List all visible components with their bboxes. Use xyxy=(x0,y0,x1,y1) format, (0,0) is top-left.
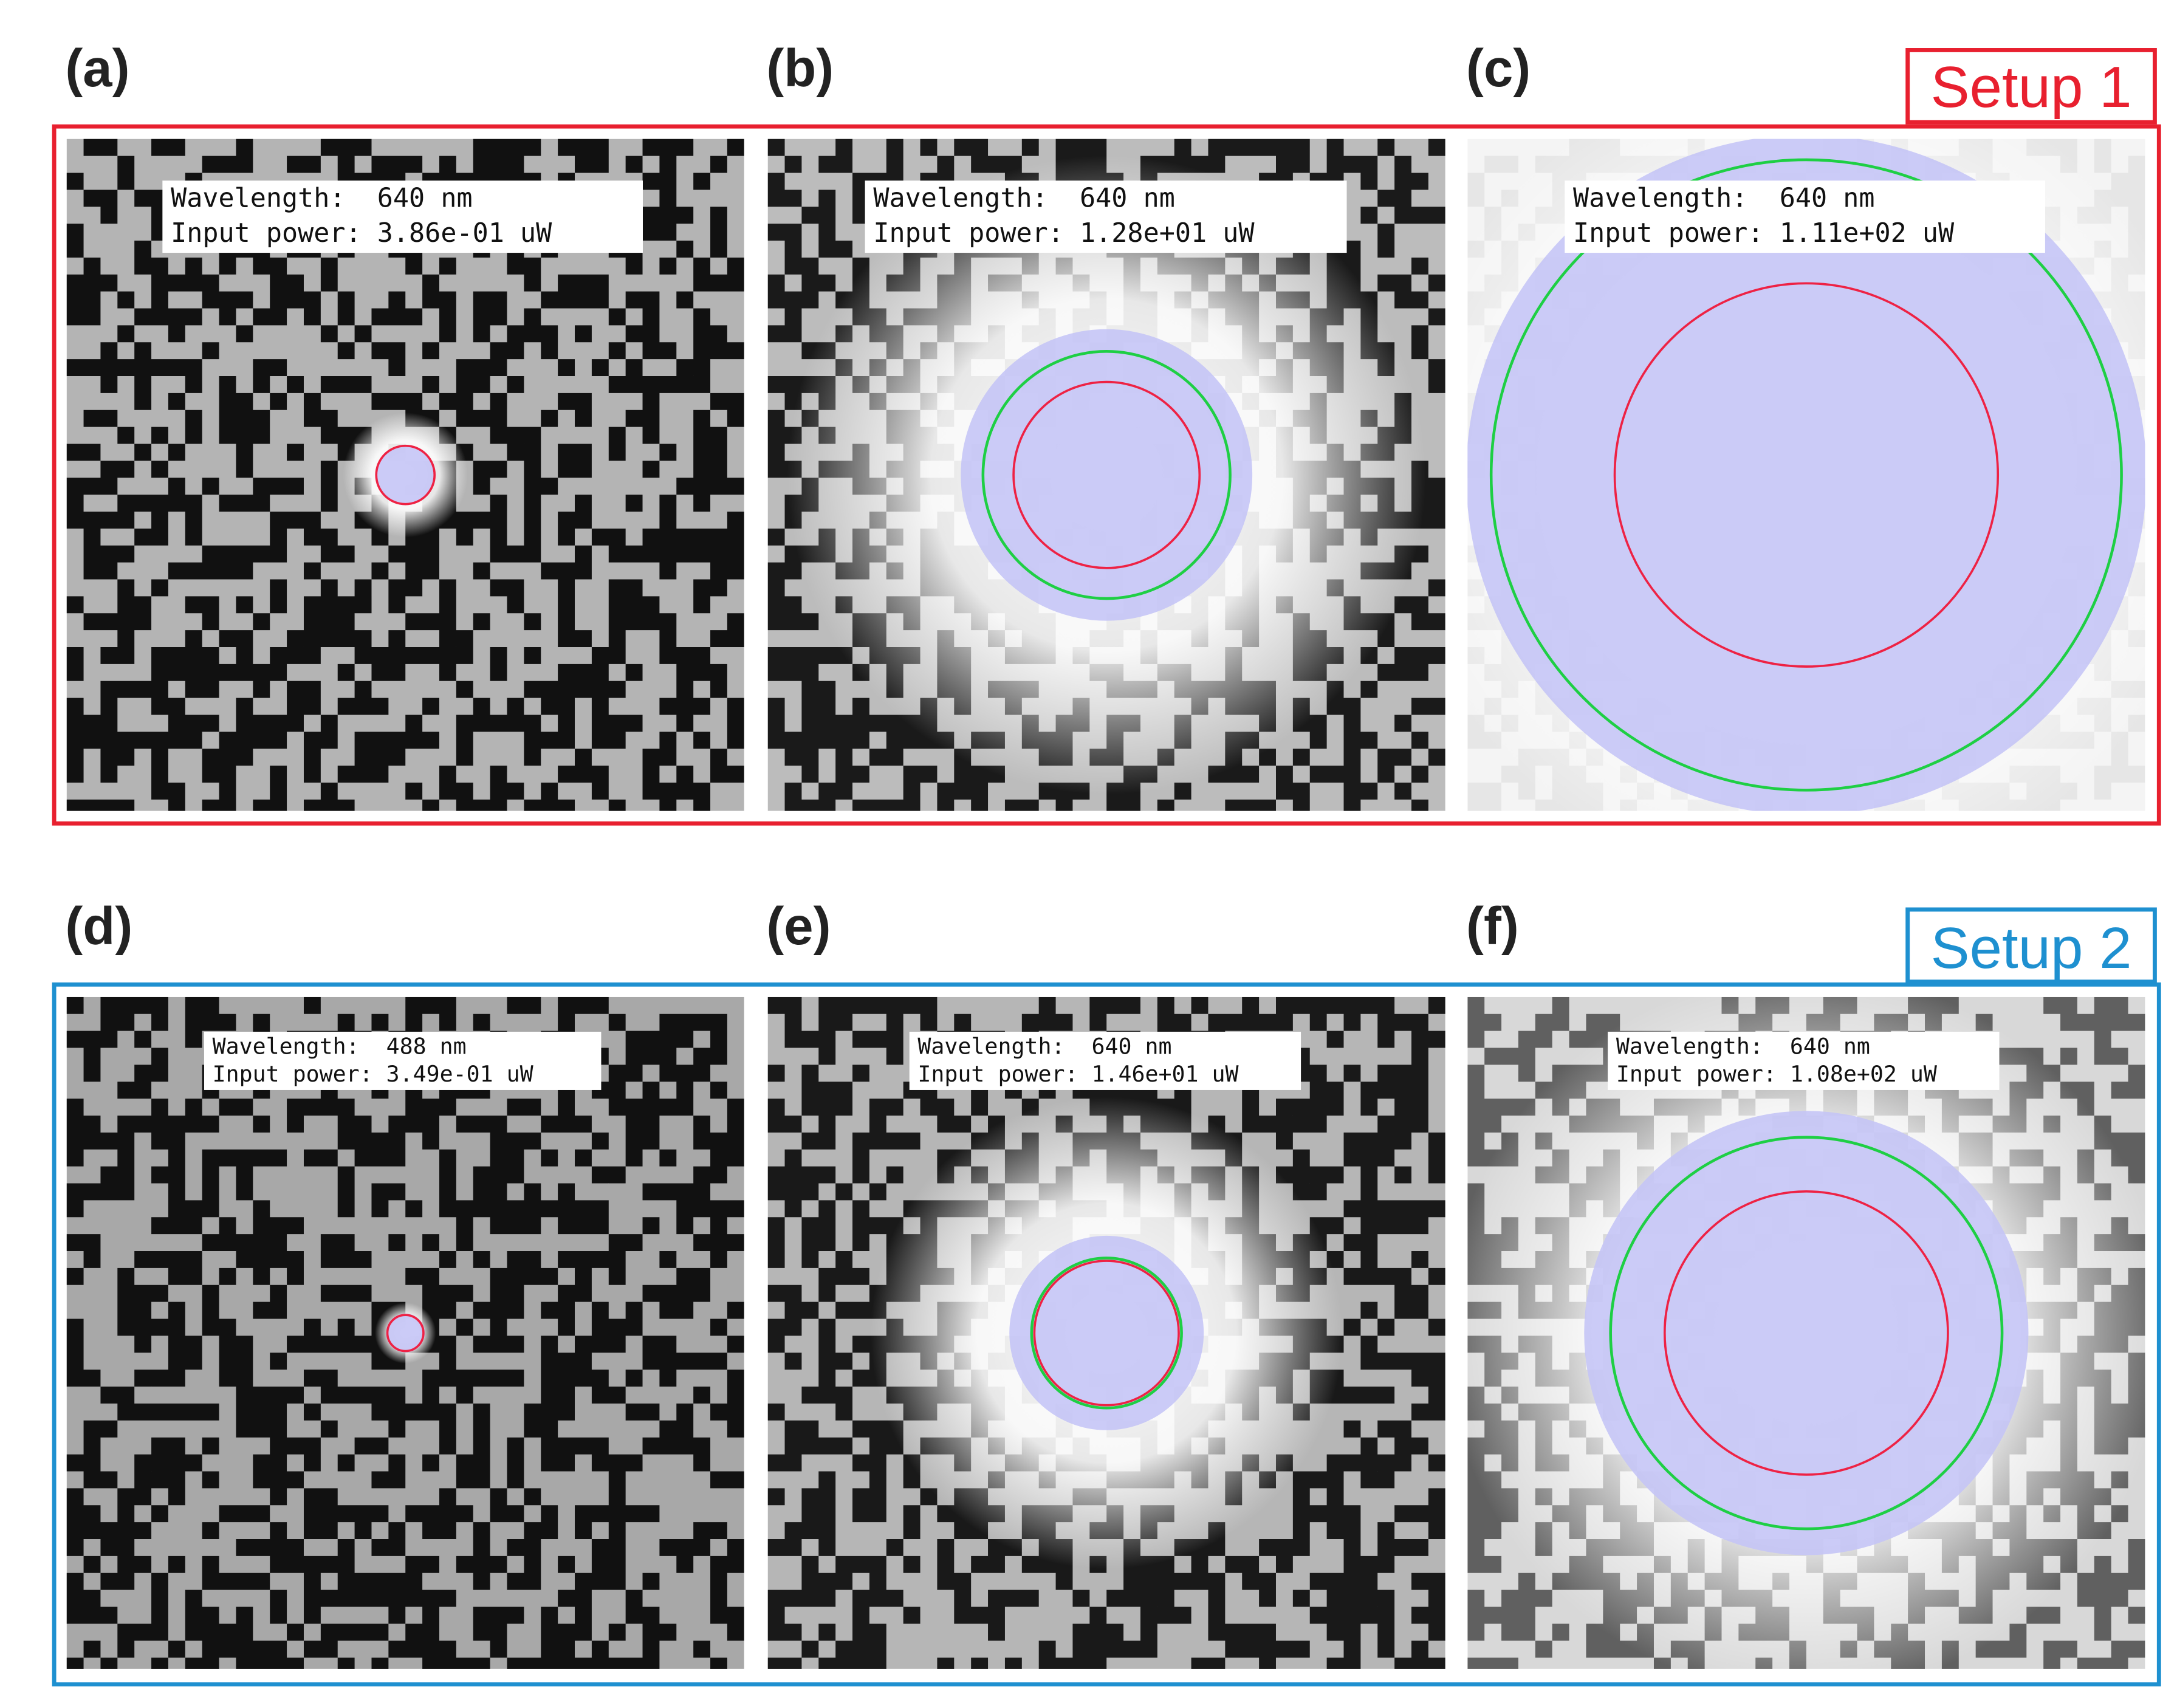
red-circle xyxy=(1012,380,1201,569)
panel-label: (e) xyxy=(766,897,831,956)
power-text: Input power: 1.46e+01 uW xyxy=(917,1061,1238,1087)
panel-label: (a) xyxy=(65,39,129,98)
red-circle xyxy=(1613,282,2000,668)
wavelength-text: Wavelength: 640 nm xyxy=(171,183,473,214)
panel-image: Wavelength: 640 nm Input power: 1.11e+02 … xyxy=(1467,139,2145,811)
info-box xyxy=(909,1031,1301,1090)
red-circle xyxy=(375,444,436,506)
power-text: Input power: 3.86e-01 uW xyxy=(171,218,552,249)
info-box xyxy=(1565,180,2045,253)
blue-region xyxy=(1467,139,2145,811)
info-box xyxy=(1608,1031,2000,1090)
setup-label-box xyxy=(1905,907,2157,984)
setup-frame xyxy=(52,982,2161,1687)
setup-label: Setup 1 xyxy=(1931,55,2132,120)
wavelength-text: Wavelength: 640 nm xyxy=(1616,1034,1870,1060)
setup-label: Setup 2 xyxy=(1931,916,2132,981)
red-circle xyxy=(386,1314,425,1353)
green-circle xyxy=(1609,1136,2004,1531)
red-circle xyxy=(1663,1190,1949,1476)
wavelength-text: Wavelength: 640 nm xyxy=(873,183,1175,214)
power-text: Input power: 1.11e+02 uW xyxy=(1573,218,1955,249)
panel-label: (b) xyxy=(766,39,834,98)
panel-label: (f) xyxy=(1466,897,1519,956)
panel-label: (c) xyxy=(1466,39,1531,98)
power-text: Input power: 1.08e+02 uW xyxy=(1616,1061,1937,1087)
green-circle xyxy=(981,350,1232,600)
info-box xyxy=(865,180,1347,253)
panel-image: Wavelength: 640 nm Input power: 3.86e-01 … xyxy=(66,139,744,811)
blue-region xyxy=(1009,1235,1204,1430)
setup-frame xyxy=(52,124,2161,826)
wavelength-text: Wavelength: 488 nm xyxy=(213,1034,467,1060)
green-circle xyxy=(1489,158,2123,792)
green-circle xyxy=(1030,1257,1183,1410)
info-box xyxy=(204,1031,602,1090)
wavelength-text: Wavelength: 640 nm xyxy=(1573,183,1875,214)
panel-image: Wavelength: 640 nm Input power: 1.28e+01 … xyxy=(767,139,1445,811)
red-circle xyxy=(1033,1260,1180,1407)
wavelength-text: Wavelength: 640 nm xyxy=(917,1034,1171,1060)
blue-region xyxy=(1584,1111,2029,1555)
power-text: Input power: 1.28e+01 uW xyxy=(873,218,1255,249)
setup-label-box xyxy=(1905,48,2157,125)
blue-region xyxy=(961,329,1253,621)
blue-region xyxy=(376,445,435,504)
info-box xyxy=(162,180,643,253)
panel-label: (d) xyxy=(65,897,132,956)
blue-region xyxy=(386,1313,425,1353)
power-text: Input power: 3.49e-01 uW xyxy=(213,1061,533,1087)
